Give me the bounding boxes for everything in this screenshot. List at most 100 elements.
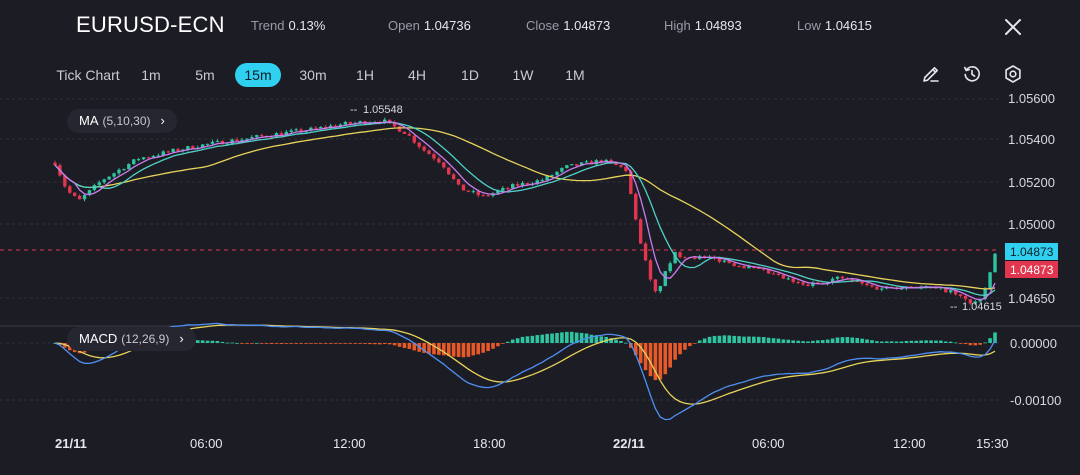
candle-body <box>958 294 963 296</box>
bid-price-label: 1.04873 <box>1005 243 1058 260</box>
candle-body <box>742 265 746 269</box>
macd-histogram-bar <box>205 340 210 343</box>
macd-histogram-bar <box>520 336 525 343</box>
candle-body <box>215 140 220 142</box>
candle-body <box>466 190 471 192</box>
candle-body <box>447 167 451 175</box>
macd-histogram-bar <box>870 340 874 343</box>
macd-histogram-bar <box>382 343 387 345</box>
history-clock-icon[interactable] <box>962 64 982 84</box>
macd-histogram-bar <box>978 343 983 345</box>
timeframe-15m[interactable]: 15m <box>235 63 281 87</box>
candle-body <box>171 148 175 153</box>
candle-body <box>599 160 603 163</box>
timeframe-4h[interactable]: 4H <box>408 67 426 83</box>
timeframe-1mo[interactable]: 1M <box>565 67 585 83</box>
candle-body <box>875 286 879 290</box>
price-y-axis: 1.05600 1.05400 1.05200 1.05000 1.04650 <box>1008 91 1055 306</box>
macd-indicator-params: (12,26,9) <box>121 332 170 346</box>
candle-body <box>683 257 687 259</box>
macd-histogram-bar <box>796 340 800 343</box>
macd-histogram-bar <box>250 343 254 344</box>
macd-indicator-name: MACD <box>79 331 118 346</box>
candle-body <box>801 282 805 285</box>
candle-body <box>722 260 727 262</box>
macd-histogram-bar <box>358 343 362 344</box>
candle-body <box>279 133 284 136</box>
macd-histogram-bar <box>397 343 402 347</box>
y-tick: 1.05400 <box>1008 132 1055 147</box>
candle-body <box>53 162 57 166</box>
macd-histogram-bar <box>747 336 751 343</box>
draw-pen-icon[interactable] <box>921 64 941 84</box>
candle-body <box>850 278 854 282</box>
candlestick-chart[interactable]: -- 1.05548 -- 1.04615 1.05600 1.05400 1.… <box>0 90 1080 470</box>
close-stat: Close 1.04873 <box>526 18 610 33</box>
macd-histogram-bar <box>363 343 367 344</box>
candle-body <box>476 191 480 196</box>
macd-histogram-bar <box>387 343 392 345</box>
candle-body <box>176 148 180 152</box>
x-tick: 06:00 <box>752 436 785 451</box>
y-tick: 1.05600 <box>1008 91 1055 106</box>
timeframe-1d[interactable]: 1D <box>461 67 479 83</box>
macd-histogram-bar <box>259 343 264 344</box>
candle-body <box>235 139 239 142</box>
ma-indicator-params: (5,10,30) <box>102 114 151 128</box>
candle-body <box>407 133 412 136</box>
candle-body <box>323 126 328 129</box>
close-icon[interactable] <box>1002 16 1024 38</box>
macd-histogram-bar <box>643 343 648 371</box>
settings-icon[interactable] <box>1003 64 1023 84</box>
macd-histogram-bar <box>466 343 471 357</box>
macd-histogram-bar <box>811 340 815 343</box>
candle-body <box>122 169 126 171</box>
candle-body <box>771 273 776 275</box>
candle-body <box>205 143 210 145</box>
macd-histogram-bar <box>761 337 766 343</box>
macd-histogram-bar <box>279 343 284 344</box>
candle-body <box>865 283 869 286</box>
trend-value: 0.13% <box>288 18 326 33</box>
candle-body <box>658 286 663 292</box>
candle-body <box>289 130 293 132</box>
symbol-title: EURUSD-ECN <box>76 12 225 37</box>
candle-body <box>87 190 92 196</box>
candle-body <box>545 175 549 181</box>
candle-body <box>747 266 751 269</box>
macd-histogram-bar <box>668 343 672 368</box>
timeframe-1h[interactable]: 1H <box>356 67 374 83</box>
macd-histogram-bar <box>456 343 461 357</box>
low-stat: Low 1.04615 <box>797 18 872 33</box>
candle-body <box>870 285 874 287</box>
timeframe-1m[interactable]: 1m <box>141 67 161 83</box>
chart-area[interactable]: -- 1.05548 -- 1.04615 1.05600 1.05400 1.… <box>0 90 1080 470</box>
candle-body <box>880 288 884 290</box>
candle-body <box>678 252 682 258</box>
timeframe-5m[interactable]: 5m <box>195 67 215 83</box>
candle-body <box>638 219 643 244</box>
macd-histogram-bar <box>314 343 318 344</box>
candle-body <box>269 136 274 138</box>
chart-header: EURUSD-ECN Trend 0.13% Open 1.04736 Close 1… <box>0 0 1080 52</box>
candle-body <box>166 151 170 153</box>
candle-body <box>102 179 106 183</box>
high-marker-label: 1.05548 <box>363 104 403 116</box>
candle-body <box>496 190 500 194</box>
candle-body <box>250 137 254 139</box>
tick-chart-button[interactable]: Tick Chart <box>56 67 120 83</box>
macd-indicator-pill[interactable]: MACD (12,26,9) › <box>67 327 196 351</box>
macd-y-tick: -0.00100 <box>1010 393 1061 408</box>
candle-body <box>574 164 579 166</box>
macd-histogram-bar <box>953 342 958 344</box>
macd-histogram-bar <box>392 343 397 346</box>
macd-histogram-bar <box>781 339 786 343</box>
candle-body <box>117 169 121 174</box>
timeframe-30m[interactable]: 30m <box>299 67 327 83</box>
candle-body <box>309 127 313 131</box>
timeframe-1w[interactable]: 1W <box>512 67 534 83</box>
candle-body <box>402 131 407 134</box>
price-candles <box>53 117 997 306</box>
ma-indicator-pill[interactable]: MA (5,10,30) › <box>67 109 177 133</box>
macd-histogram-bar <box>791 340 796 343</box>
